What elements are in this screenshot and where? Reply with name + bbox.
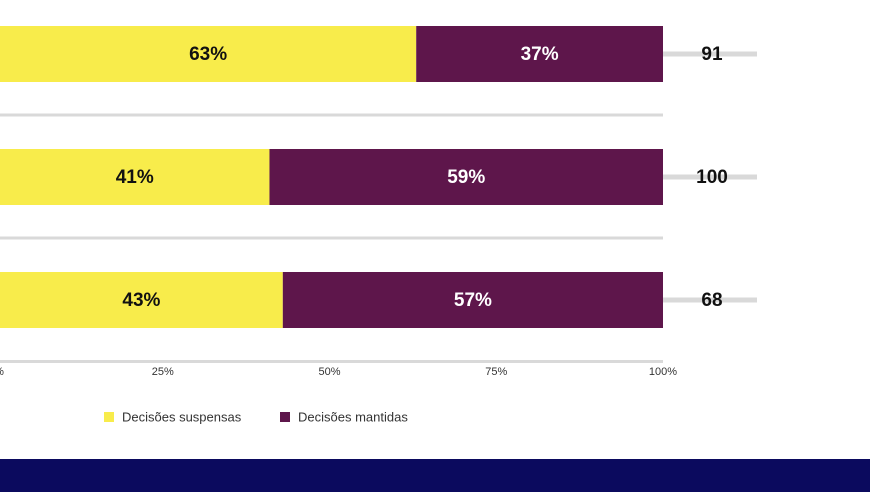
x-axis: [0, 360, 663, 363]
x-tick-label: 100%: [649, 366, 677, 378]
x-tick-label: 25%: [152, 366, 174, 378]
x-tick-label: 75%: [485, 366, 507, 378]
total-label: 100: [696, 167, 728, 188]
value-label: 59%: [447, 167, 485, 188]
value-label: 43%: [122, 290, 160, 311]
bar-segment: [0, 149, 270, 205]
value-label: 37%: [521, 44, 559, 65]
bar-segment: [269, 149, 663, 205]
value-label: 57%: [454, 290, 492, 311]
legend-label: Decisões mantidas: [298, 409, 408, 424]
x-tick-label: 50%: [318, 366, 340, 378]
separator: [0, 236, 663, 240]
total-bar: [663, 174, 757, 180]
legend-swatch: [280, 412, 290, 422]
footer-band: [0, 459, 870, 492]
x-tick-label: 0%: [0, 366, 4, 378]
value-label: 41%: [116, 167, 154, 188]
value-label: 63%: [189, 44, 227, 65]
total-label: 68: [701, 290, 722, 311]
total-bar: [663, 297, 757, 303]
legend-swatch: [104, 412, 114, 422]
legend-label: Decisões suspensas: [122, 409, 242, 424]
separator: [0, 113, 663, 117]
total-bar: [663, 51, 757, 57]
bar-segment: [416, 26, 663, 82]
total-label: 91: [701, 44, 723, 65]
bar-segment: [0, 26, 417, 82]
bar-segment: [282, 272, 663, 328]
bar-segment: [0, 272, 283, 328]
